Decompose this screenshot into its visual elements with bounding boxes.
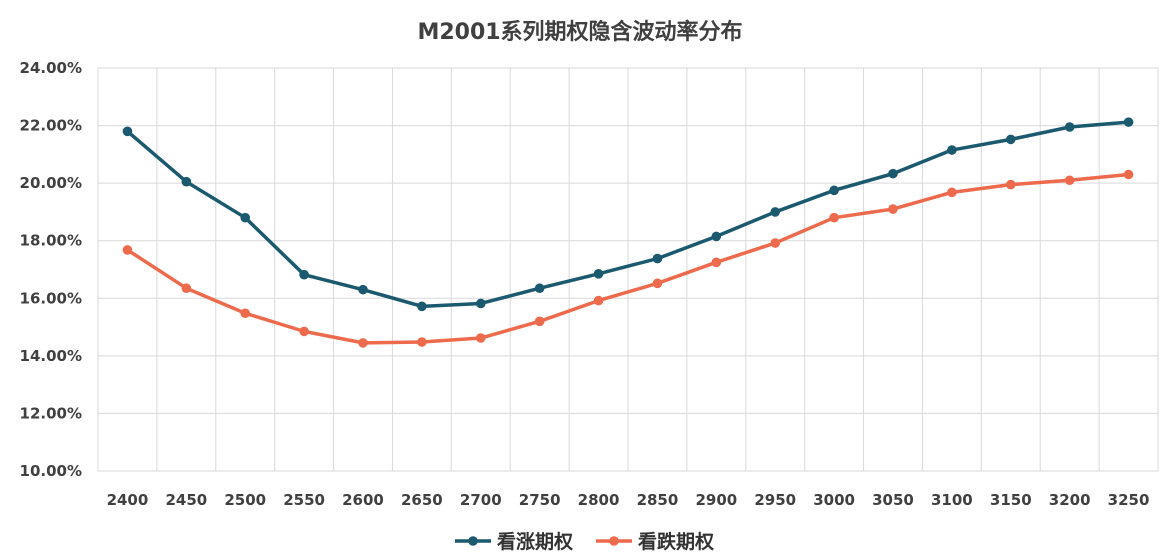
x-tick-label: 2400	[107, 491, 149, 509]
data-point	[947, 187, 957, 198]
y-tick-label: 18.00%	[20, 232, 82, 250]
x-tick-label: 2600	[342, 491, 384, 509]
data-point	[417, 301, 427, 312]
data-point	[1123, 117, 1134, 127]
legend-marker	[609, 536, 619, 546]
y-tick-label: 12.00%	[20, 404, 82, 422]
y-tick-label: 16.00%	[20, 289, 82, 307]
data-point	[475, 333, 486, 343]
x-tick-label: 3200	[1049, 491, 1091, 509]
x-tick-label: 3000	[813, 491, 855, 509]
legend: 看涨期权 看跌期权	[455, 530, 714, 553]
x-tick-label: 3100	[931, 491, 973, 509]
data-point	[299, 326, 309, 337]
y-tick-label: 22.00%	[20, 117, 82, 135]
x-axis: 2400 2450 2500 2550 2600 2650 2700 2750 2800 2850…	[107, 491, 1150, 509]
data-point	[240, 308, 251, 319]
data-point	[1064, 122, 1075, 132]
data-point	[1123, 169, 1134, 180]
data-point	[947, 145, 957, 155]
data-point	[829, 212, 839, 223]
y-tick-label: 20.00%	[20, 174, 82, 192]
series-line-0	[126, 120, 1129, 309]
data-point	[299, 269, 309, 280]
data-point	[770, 238, 781, 248]
legend-marker	[468, 536, 478, 546]
x-tick-label: 2650	[401, 491, 443, 509]
data-point	[711, 257, 722, 268]
series-line-1	[126, 172, 1129, 345]
y-tick-label: 14.00%	[20, 347, 82, 365]
data-point	[181, 176, 192, 187]
data-point	[1064, 175, 1075, 186]
y-axis: 10.00% 12.00% 14.00% 16.00% 18.00% 20.00% 22.0…	[20, 59, 82, 480]
data-point	[652, 253, 663, 264]
data-point	[534, 316, 545, 327]
x-tick-label: 2900	[695, 491, 737, 509]
x-tick-label: 2550	[283, 491, 325, 509]
x-tick-label: 2950	[754, 491, 796, 509]
x-tick-label: 2750	[519, 491, 561, 509]
x-tick-label: 2450	[165, 491, 207, 509]
grid-layer	[97, 67, 1159, 472]
data-point	[358, 284, 368, 295]
data-point	[1005, 179, 1016, 190]
data-point	[593, 295, 604, 306]
x-tick-label: 2700	[460, 491, 502, 509]
data-point	[534, 283, 545, 294]
data-point	[358, 338, 368, 348]
data-point	[888, 168, 898, 179]
data-point	[770, 207, 781, 217]
data-point	[181, 283, 192, 294]
data-point	[122, 245, 133, 255]
x-tick-label: 3150	[990, 491, 1032, 509]
chart-title: M2001系列期权隐含波动率分布	[417, 20, 743, 45]
data-point	[475, 298, 486, 309]
y-tick-label: 24.00%	[20, 59, 82, 77]
data-point	[652, 278, 663, 289]
series-layer	[122, 117, 1134, 348]
y-tick-label: 10.00%	[20, 462, 82, 480]
legend-label: 看涨期权	[496, 530, 573, 553]
data-point	[122, 126, 133, 137]
x-tick-label: 2800	[578, 491, 620, 509]
x-tick-label: 3050	[872, 491, 914, 509]
x-tick-label: 2850	[637, 491, 679, 509]
legend-item: 看跌期权	[596, 530, 714, 553]
data-point	[711, 231, 722, 242]
x-tick-label: 2500	[224, 491, 266, 509]
data-point	[1005, 134, 1016, 145]
x-tick-label: 3250	[1108, 491, 1150, 509]
data-point	[240, 212, 251, 223]
data-point	[593, 269, 604, 279]
data-point	[888, 204, 898, 214]
legend-item: 看涨期权	[455, 530, 573, 553]
data-point	[417, 337, 427, 347]
data-point	[829, 185, 839, 196]
legend-label: 看跌期权	[637, 530, 714, 553]
